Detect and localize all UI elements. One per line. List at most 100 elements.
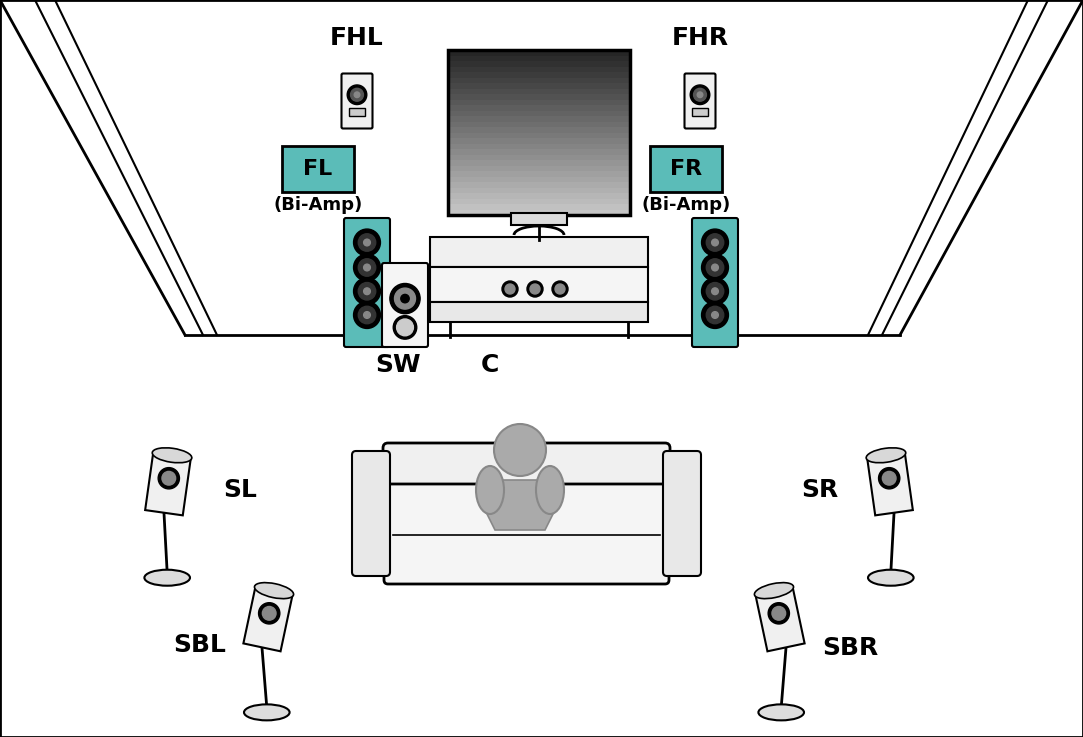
Circle shape	[706, 282, 723, 300]
Circle shape	[554, 284, 565, 294]
Bar	[430, 267, 648, 302]
Circle shape	[712, 288, 718, 295]
Circle shape	[394, 288, 416, 309]
Circle shape	[351, 88, 364, 101]
Circle shape	[878, 467, 900, 489]
Circle shape	[348, 85, 367, 105]
Text: FL: FL	[303, 159, 332, 179]
Bar	[448, 127, 630, 133]
Circle shape	[690, 85, 709, 105]
Bar	[448, 198, 630, 204]
FancyBboxPatch shape	[384, 484, 669, 584]
Circle shape	[158, 467, 180, 489]
Circle shape	[364, 312, 370, 318]
Ellipse shape	[866, 448, 905, 463]
Ellipse shape	[153, 448, 192, 463]
Bar	[448, 133, 630, 138]
Circle shape	[364, 264, 370, 271]
Bar	[448, 160, 630, 166]
Bar	[448, 99, 630, 105]
Text: SL: SL	[223, 478, 257, 502]
Circle shape	[702, 254, 729, 281]
Text: SBR: SBR	[822, 636, 878, 660]
Circle shape	[393, 315, 417, 339]
Bar	[448, 111, 630, 116]
Circle shape	[364, 288, 370, 295]
FancyBboxPatch shape	[684, 74, 716, 128]
Bar	[448, 72, 630, 77]
Circle shape	[358, 234, 376, 251]
FancyBboxPatch shape	[344, 218, 390, 347]
Bar	[349, 108, 365, 116]
Bar	[448, 171, 630, 176]
Bar	[448, 149, 630, 155]
Text: (Bi-Amp): (Bi-Amp)	[273, 196, 363, 214]
Circle shape	[262, 607, 276, 620]
Bar	[430, 237, 648, 267]
Text: SW: SW	[375, 353, 421, 377]
Ellipse shape	[536, 466, 564, 514]
Circle shape	[772, 607, 785, 620]
Circle shape	[396, 319, 414, 336]
Bar	[430, 302, 648, 322]
Circle shape	[706, 307, 723, 324]
FancyBboxPatch shape	[341, 74, 373, 128]
FancyBboxPatch shape	[663, 451, 701, 576]
Bar	[448, 166, 630, 171]
Circle shape	[552, 281, 567, 297]
FancyBboxPatch shape	[650, 146, 722, 192]
Bar	[448, 187, 630, 193]
FancyBboxPatch shape	[383, 443, 670, 493]
Bar	[448, 176, 630, 182]
Text: SBL: SBL	[173, 633, 226, 657]
Ellipse shape	[758, 705, 804, 720]
Circle shape	[712, 239, 718, 246]
Bar	[448, 50, 630, 215]
Circle shape	[505, 284, 516, 294]
Circle shape	[702, 301, 729, 329]
Bar	[448, 182, 630, 187]
Text: C: C	[481, 353, 499, 377]
Circle shape	[364, 239, 370, 246]
FancyBboxPatch shape	[692, 218, 738, 347]
Bar	[448, 61, 630, 66]
Circle shape	[259, 603, 279, 624]
Circle shape	[401, 294, 409, 303]
Circle shape	[702, 278, 729, 304]
Polygon shape	[485, 480, 554, 530]
FancyBboxPatch shape	[282, 146, 354, 192]
Circle shape	[768, 603, 790, 624]
Bar	[511, 213, 567, 225]
Circle shape	[353, 254, 380, 281]
Circle shape	[353, 278, 380, 304]
Bar	[448, 155, 630, 160]
Bar	[448, 193, 630, 198]
Circle shape	[883, 472, 896, 485]
Ellipse shape	[244, 705, 289, 720]
Circle shape	[494, 424, 546, 476]
Bar	[448, 116, 630, 122]
Circle shape	[706, 234, 723, 251]
Bar	[448, 94, 630, 99]
Circle shape	[693, 88, 706, 101]
Circle shape	[697, 92, 703, 97]
Circle shape	[527, 281, 543, 297]
Circle shape	[353, 229, 380, 256]
Circle shape	[358, 282, 376, 300]
Text: FHL: FHL	[330, 26, 383, 50]
Ellipse shape	[755, 583, 794, 598]
FancyBboxPatch shape	[352, 451, 390, 576]
Bar	[448, 209, 630, 215]
Bar	[448, 88, 630, 94]
Text: (Bi-Amp): (Bi-Amp)	[641, 196, 731, 214]
Bar	[448, 204, 630, 209]
Circle shape	[530, 284, 540, 294]
Circle shape	[712, 312, 718, 318]
Circle shape	[358, 259, 376, 276]
Polygon shape	[244, 587, 292, 652]
Circle shape	[712, 264, 718, 271]
Circle shape	[503, 281, 518, 297]
Polygon shape	[145, 453, 191, 515]
Circle shape	[162, 472, 175, 485]
Bar	[448, 138, 630, 144]
